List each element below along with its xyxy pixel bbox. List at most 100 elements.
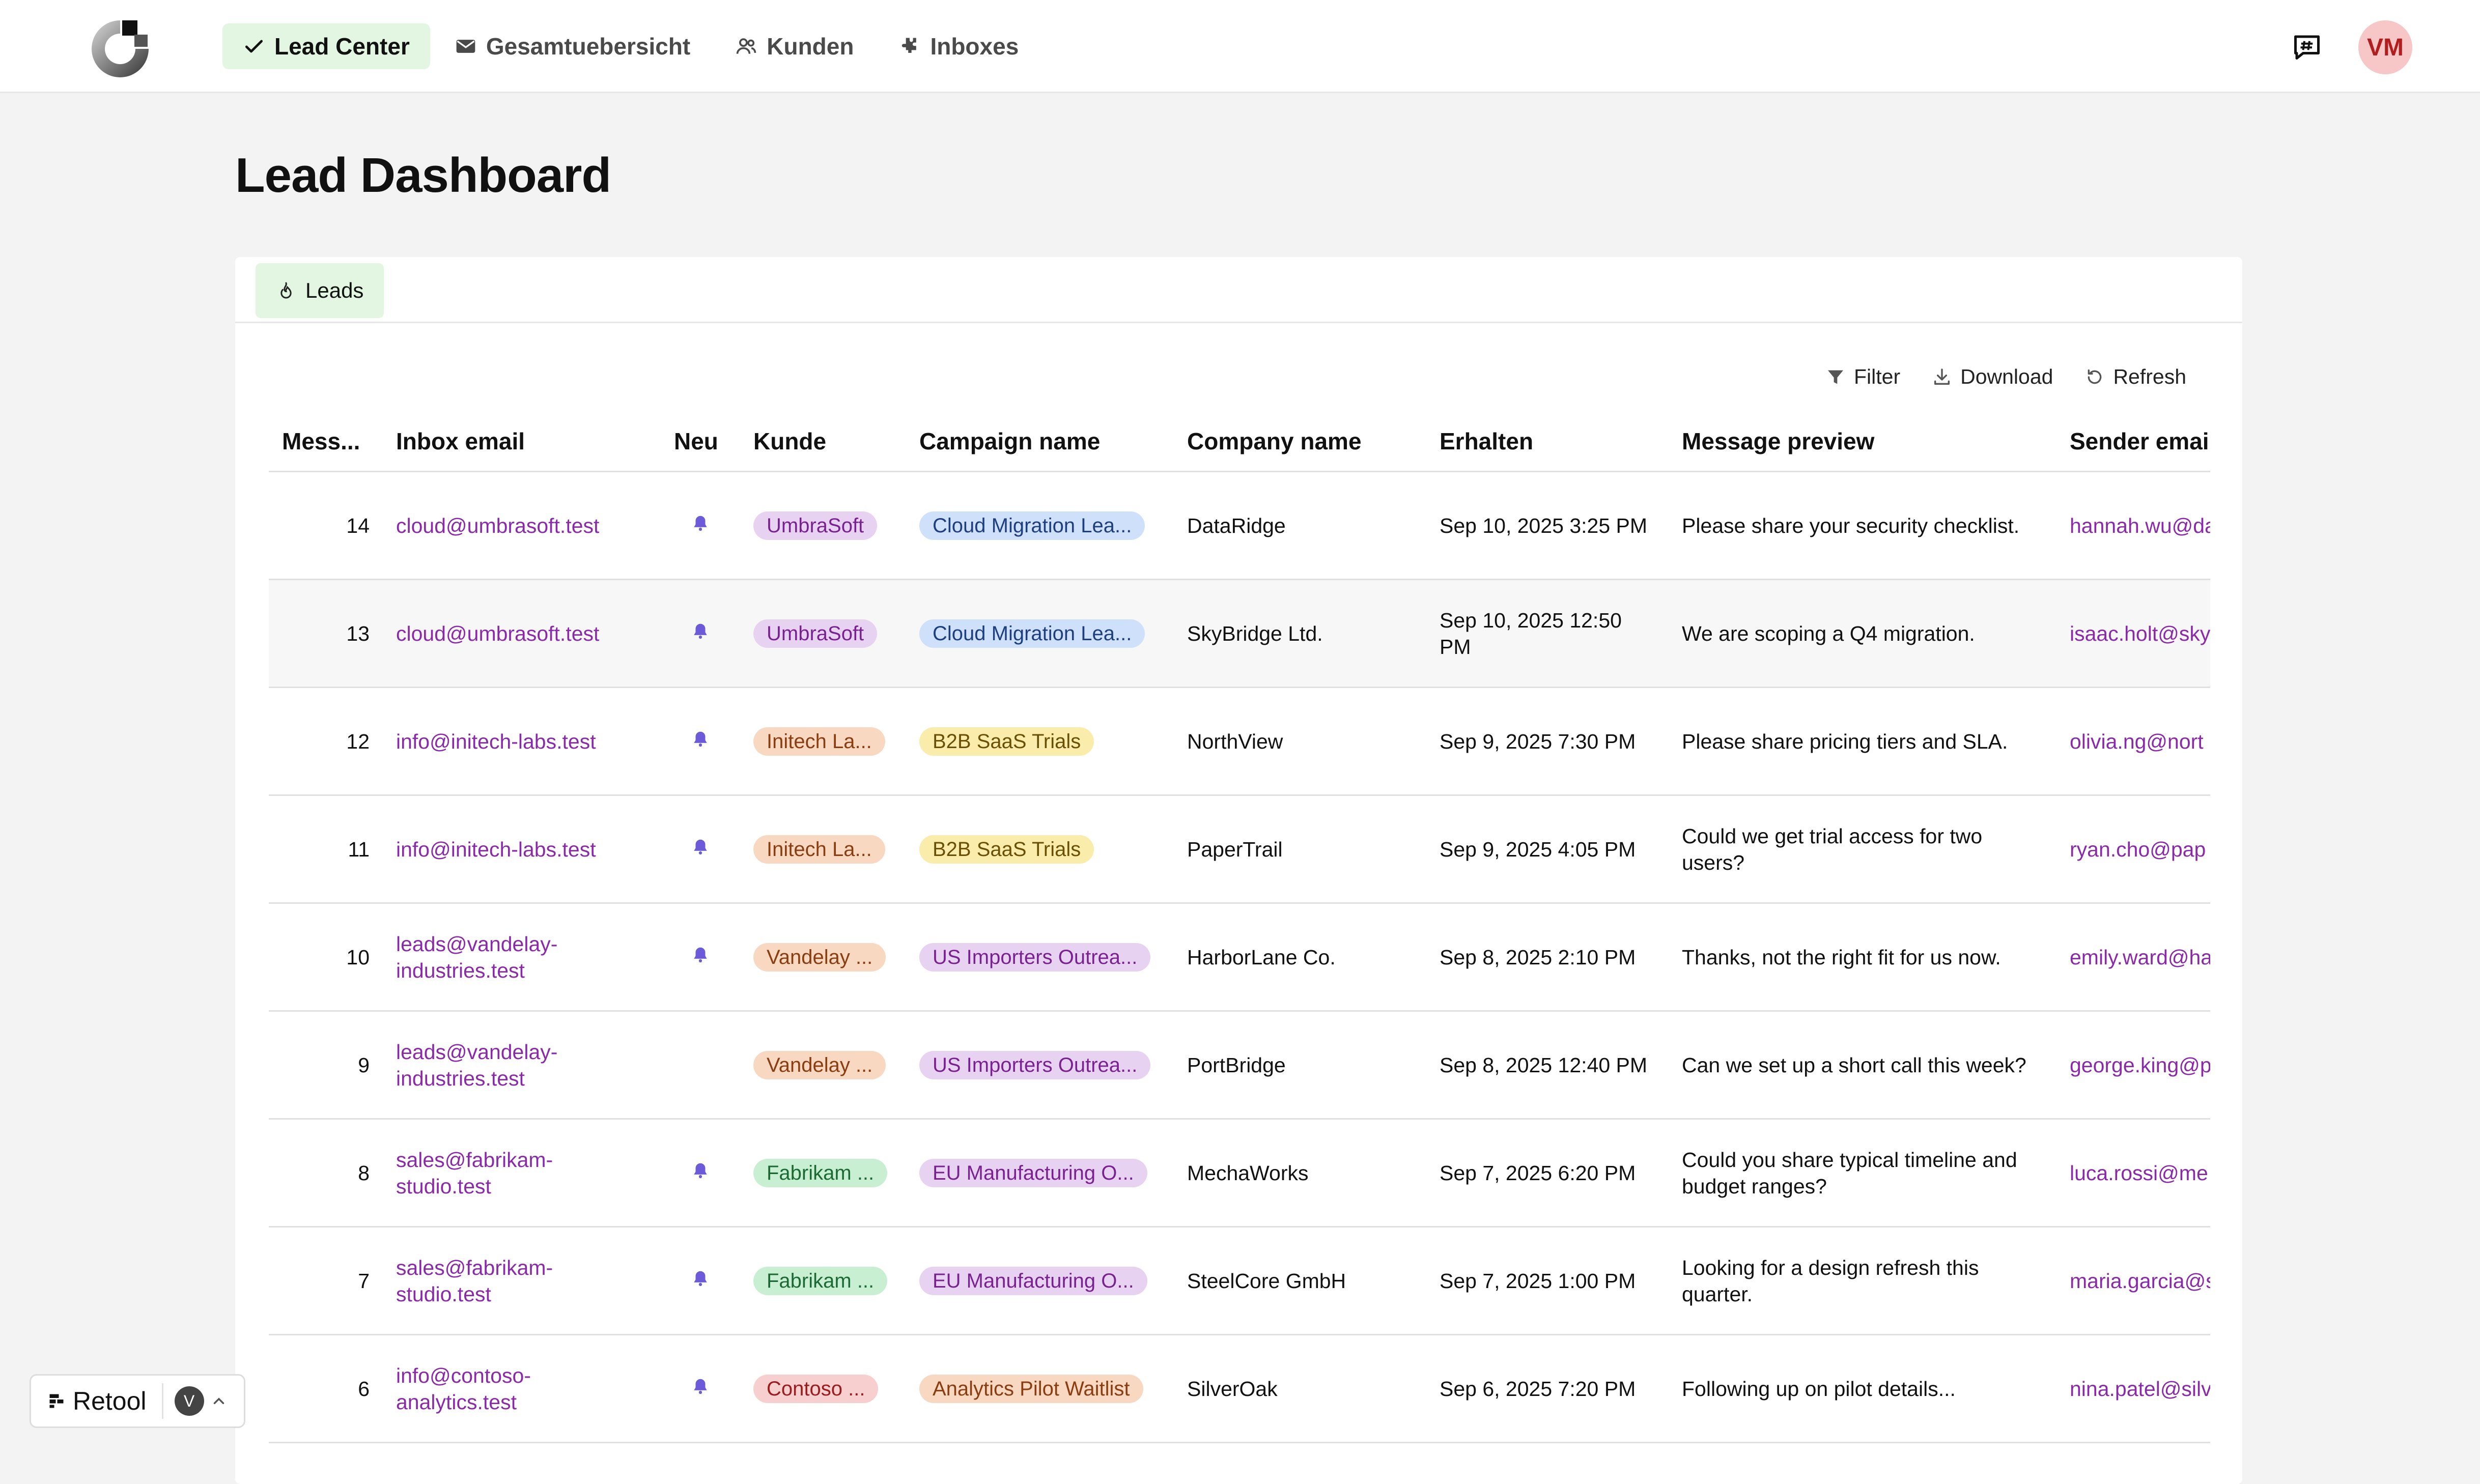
table-row[interactable]: 10 leads@vandelay-industries.test Vandelay… <box>269 903 2210 1012</box>
inbox-email-link[interactable]: info@contoso-analytics.test <box>383 1334 661 1443</box>
campaign-tag: B2B SaaS Trials <box>919 727 1094 756</box>
inbox-email-link[interactable]: leads@vandelay-industries.test <box>383 903 661 1012</box>
received-cell: Sep 7, 2025 1:00 PM <box>1426 1226 1669 1335</box>
download-icon <box>1934 368 1950 385</box>
nav-lead-center[interactable]: Lead Center <box>222 23 430 69</box>
inbox-email-link[interactable]: info@initech-labs.test <box>383 795 661 904</box>
table-row[interactable]: 7 sales@fabrikam-studio.test Fabrikam ... E… <box>269 1226 2210 1335</box>
bell-icon <box>694 1163 707 1178</box>
table-row[interactable]: 14 cloud@umbrasoft.test UmbraSoft Cloud Mig… <box>269 471 2210 580</box>
neu-cell <box>661 579 740 688</box>
message-preview-cell: Following up on pilot details... <box>1669 1334 2056 1443</box>
inbox-email-link[interactable]: info@initech-labs.test <box>383 687 661 796</box>
chevron-up-icon[interactable] <box>210 1392 228 1410</box>
sender-email-link[interactable]: isaac.holt@sky <box>2056 579 2210 688</box>
bell-icon <box>694 839 707 854</box>
inbox-email-link[interactable]: cloud@umbrasoft.test <box>383 471 661 580</box>
inbox-email-link[interactable]: sales@fabrikam-studio.test <box>383 1119 661 1228</box>
users-icon <box>737 38 756 54</box>
message-preview-cell: Please share pricing tiers and SLA. <box>1669 687 2056 796</box>
message-id-cell: 7 <box>269 1226 383 1335</box>
table-row[interactable]: 6 info@contoso-analytics.test Contoso ... A… <box>269 1334 2210 1443</box>
nav-gesamtuebersicht[interactable]: Gesamtuebersicht <box>434 23 711 69</box>
sender-email-link[interactable]: george.king@p <box>2056 1011 2210 1120</box>
tab-leads[interactable]: Leads <box>256 263 384 318</box>
flame-icon <box>280 282 292 299</box>
campaign-cell: US Importers Outrea... <box>906 903 1174 1012</box>
kunde-cell: Fabrikam ... <box>740 1119 906 1228</box>
message-id-cell: 10 <box>269 903 383 1012</box>
campaign-tag: EU Manufacturing O... <box>919 1266 1147 1295</box>
column-header-campaign-name[interactable]: Campaign name <box>906 412 1174 472</box>
bell-icon <box>694 623 707 639</box>
column-header-inbox-email[interactable]: Inbox email <box>383 412 661 472</box>
neu-cell <box>661 1011 740 1120</box>
table-row[interactable]: 9 leads@vandelay-industries.test Vandelay … <box>269 1011 2210 1120</box>
download-button[interactable]: Download <box>1932 365 2053 389</box>
nav-kunden[interactable]: Kunden <box>715 23 874 69</box>
neu-cell <box>661 687 740 796</box>
sender-email-link[interactable]: emily.ward@ha <box>2056 903 2210 1012</box>
company-name-cell: SkyBridge Ltd. <box>1174 579 1426 688</box>
campaign-tag: Cloud Migration Lea... <box>919 511 1145 540</box>
leads-table-wrapper[interactable]: Mess... Inbox email Neu Kunde Campaign n… <box>269 412 2210 1484</box>
column-header-erhalten[interactable]: Erhalten <box>1426 412 1669 472</box>
sender-email-link[interactable]: maria.garcia@s <box>2056 1226 2210 1335</box>
campaign-cell: Analytics Pilot Waitlist <box>906 1334 1174 1443</box>
sender-email-link[interactable]: hannah.wu@da <box>2056 471 2210 580</box>
campaign-tag: US Importers Outrea... <box>919 943 1151 972</box>
app-logo-icon[interactable] <box>89 17 152 77</box>
table-toolbar: Filter Download Refresh <box>1794 365 2186 389</box>
message-preview-cell: Could you share typical timeline and bud… <box>1669 1119 2056 1228</box>
neu-cell <box>661 1334 740 1443</box>
kunde-cell: Vandelay ... <box>740 1011 906 1120</box>
message-preview-cell: Thanks, not the right fit for us now. <box>1669 903 2056 1012</box>
message-preview-cell: Looking for a design refresh this quarte… <box>1669 1226 2056 1335</box>
message-id-cell: 14 <box>269 471 383 580</box>
leads-table: Mess... Inbox email Neu Kunde Campaign n… <box>269 412 2210 1443</box>
user-badge[interactable]: V <box>174 1386 204 1416</box>
received-cell: Sep 8, 2025 12:40 PM <box>1426 1011 1669 1120</box>
neu-cell <box>661 903 740 1012</box>
divider <box>161 1383 163 1419</box>
retool-label: Retool <box>73 1387 147 1415</box>
inbox-email-link[interactable]: sales@fabrikam-studio.test <box>383 1226 661 1335</box>
campaign-tag: Analytics Pilot Waitlist <box>919 1374 1143 1403</box>
table-row[interactable]: 11 info@initech-labs.test Initech La... B2B… <box>269 795 2210 904</box>
sender-email-link[interactable]: nina.patel@silv <box>2056 1334 2210 1443</box>
kunde-tag: Fabrikam ... <box>753 1158 888 1187</box>
inbox-email-link[interactable]: cloud@umbrasoft.test <box>383 579 661 688</box>
sender-email-link[interactable]: ryan.cho@pap <box>2056 795 2210 904</box>
column-header-sender-email[interactable]: Sender email <box>2056 412 2210 472</box>
chat-hash-icon[interactable] <box>2292 32 2322 62</box>
nav-inboxes[interactable]: Inboxes <box>878 23 1039 69</box>
kunde-tag: Initech La... <box>753 727 885 756</box>
bell-icon <box>694 1271 707 1286</box>
avatar[interactable]: VM <box>2358 20 2412 74</box>
refresh-button[interactable]: Refresh <box>2084 365 2186 389</box>
column-header-company-name[interactable]: Company name <box>1174 412 1426 472</box>
column-header-neu[interactable]: Neu <box>661 412 740 472</box>
bell-icon <box>694 1379 707 1394</box>
column-header-message-preview[interactable]: Message preview <box>1669 412 2056 472</box>
message-preview-cell: Can we set up a short call this week? <box>1669 1011 2056 1120</box>
filter-button[interactable]: Filter <box>1825 365 1900 389</box>
inbox-email-link[interactable]: leads@vandelay-industries.test <box>383 1011 661 1120</box>
kunde-tag: UmbraSoft <box>753 511 878 540</box>
column-header-message[interactable]: Mess... <box>269 412 383 472</box>
neu-cell <box>661 1226 740 1335</box>
company-name-cell: PortBridge <box>1174 1011 1426 1120</box>
sender-email-link[interactable]: luca.rossi@me <box>2056 1119 2210 1228</box>
top-bar: Lead Center Gesamtuebersicht Kunden Inbo… <box>0 0 2480 93</box>
table-row[interactable]: 8 sales@fabrikam-studio.test Fabrikam ... E… <box>269 1119 2210 1228</box>
table-row[interactable]: 13 cloud@umbrasoft.test UmbraSoft Cloud Mig… <box>269 579 2210 688</box>
bell-icon <box>694 731 707 747</box>
column-header-kunde[interactable]: Kunde <box>740 412 906 472</box>
retool-widget[interactable]: Retool V <box>30 1374 245 1428</box>
neu-cell <box>661 795 740 904</box>
neu-cell <box>661 471 740 580</box>
puzzle-icon <box>902 38 917 53</box>
table-row[interactable]: 12 info@initech-labs.test Initech La... B2B… <box>269 687 2210 796</box>
kunde-cell: Vandelay ... <box>740 903 906 1012</box>
sender-email-link[interactable]: olivia.ng@nort <box>2056 687 2210 796</box>
